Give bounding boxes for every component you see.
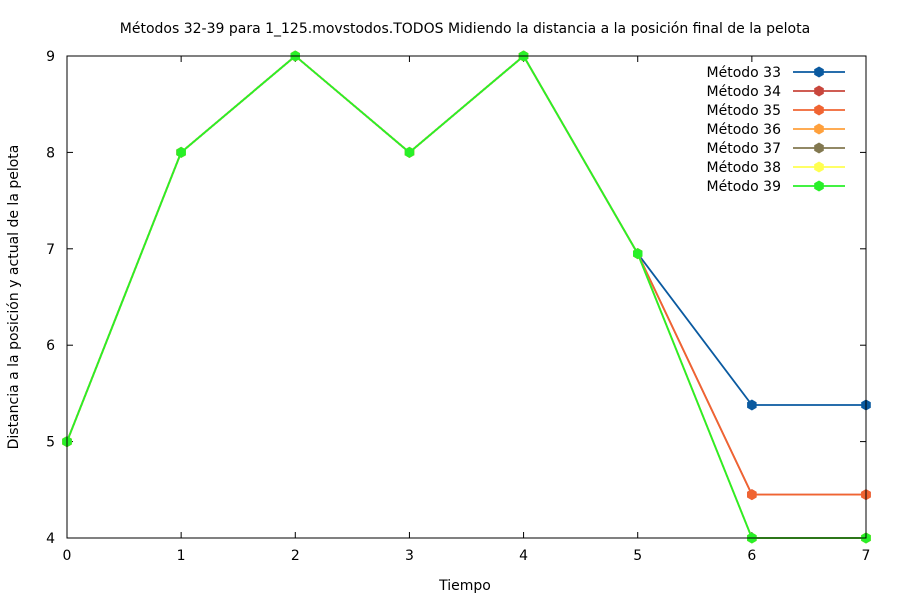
y-tick-label: 6 bbox=[46, 338, 55, 354]
legend-label: Método 34 bbox=[707, 84, 782, 100]
legend-label: Método 38 bbox=[707, 160, 781, 176]
y-tick-label: 8 bbox=[46, 145, 55, 161]
legend-marker bbox=[814, 161, 824, 173]
data-point bbox=[747, 399, 757, 411]
axis-ticks: 0 1 2 3 4 5 6 7 4 5 6 7 8 9 bbox=[46, 49, 870, 564]
x-tick-label: 2 bbox=[291, 548, 300, 564]
legend-label: Método 37 bbox=[707, 141, 781, 157]
legend-marker bbox=[814, 66, 824, 78]
y-axis-label: Distancia a la posición y actual de la p… bbox=[6, 145, 22, 450]
legend: Método 33 Método 34 Método 35 Método 36 Méto… bbox=[707, 65, 845, 195]
data-point bbox=[633, 248, 643, 260]
x-tick-label: 6 bbox=[747, 548, 756, 564]
legend-label: Método 39 bbox=[707, 179, 781, 195]
legend-marker bbox=[814, 180, 824, 192]
legend-label: Método 33 bbox=[707, 65, 781, 81]
x-axis-label: Tiempo bbox=[438, 578, 491, 594]
chart-title: Métodos 32-39 para 1_125.movstodos.TODOS… bbox=[120, 21, 810, 37]
legend-marker bbox=[814, 142, 824, 154]
legend-label: Método 35 bbox=[707, 103, 781, 119]
series-line bbox=[66, 54, 866, 539]
y-tick-label: 4 bbox=[46, 531, 55, 547]
x-tick-label: 1 bbox=[177, 548, 186, 564]
legend-marker bbox=[814, 104, 824, 116]
legend-marker bbox=[814, 85, 824, 97]
y-tick-label: 7 bbox=[46, 242, 55, 258]
x-tick-label: 3 bbox=[405, 548, 414, 564]
data-point bbox=[404, 146, 415, 158]
data-point bbox=[747, 489, 757, 501]
x-tick-label: 0 bbox=[63, 548, 72, 564]
y-tick-label: 5 bbox=[46, 435, 55, 451]
data-point bbox=[176, 146, 186, 158]
x-tick-label: 7 bbox=[862, 548, 871, 564]
x-tick-label: 4 bbox=[519, 548, 528, 564]
legend-label: Método 36 bbox=[707, 122, 782, 138]
legend-marker bbox=[814, 123, 824, 135]
x-tick-label: 5 bbox=[633, 548, 642, 564]
plot-frame bbox=[66, 55, 867, 539]
y-tick-label: 9 bbox=[46, 49, 55, 65]
